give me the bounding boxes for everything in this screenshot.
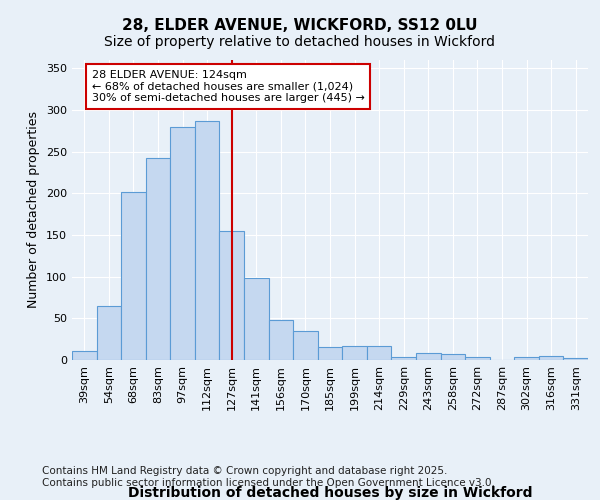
Bar (146, 158, 170, 360)
Bar (97, 306, 121, 360)
Bar (539, 356, 563, 360)
Bar (342, 346, 367, 360)
Bar (465, 356, 490, 360)
Bar (244, 278, 269, 360)
Bar (269, 320, 293, 360)
Bar (72, 351, 97, 360)
X-axis label: Distribution of detached houses by size in Wickford: Distribution of detached houses by size … (128, 486, 532, 500)
Bar (514, 356, 539, 360)
Y-axis label: Number of detached properties: Number of detached properties (28, 112, 40, 308)
Bar (318, 346, 342, 360)
Text: 28 ELDER AVENUE: 124sqm
← 68% of detached houses are smaller (1,024)
30% of semi: 28 ELDER AVENUE: 124sqm ← 68% of detache… (92, 70, 365, 103)
Bar (195, 121, 220, 360)
Bar (170, 126, 195, 360)
Bar (121, 192, 146, 360)
Bar (293, 331, 318, 360)
Text: Size of property relative to detached houses in Wickford: Size of property relative to detached ho… (104, 35, 496, 49)
Bar (367, 346, 391, 360)
Bar (440, 354, 465, 360)
Bar (220, 231, 244, 360)
Bar (391, 356, 416, 360)
Text: Contains HM Land Registry data © Crown copyright and database right 2025.
Contai: Contains HM Land Registry data © Crown c… (42, 466, 495, 487)
Bar (563, 358, 588, 360)
Text: 28, ELDER AVENUE, WICKFORD, SS12 0LU: 28, ELDER AVENUE, WICKFORD, SS12 0LU (122, 18, 478, 32)
Bar (416, 354, 440, 360)
